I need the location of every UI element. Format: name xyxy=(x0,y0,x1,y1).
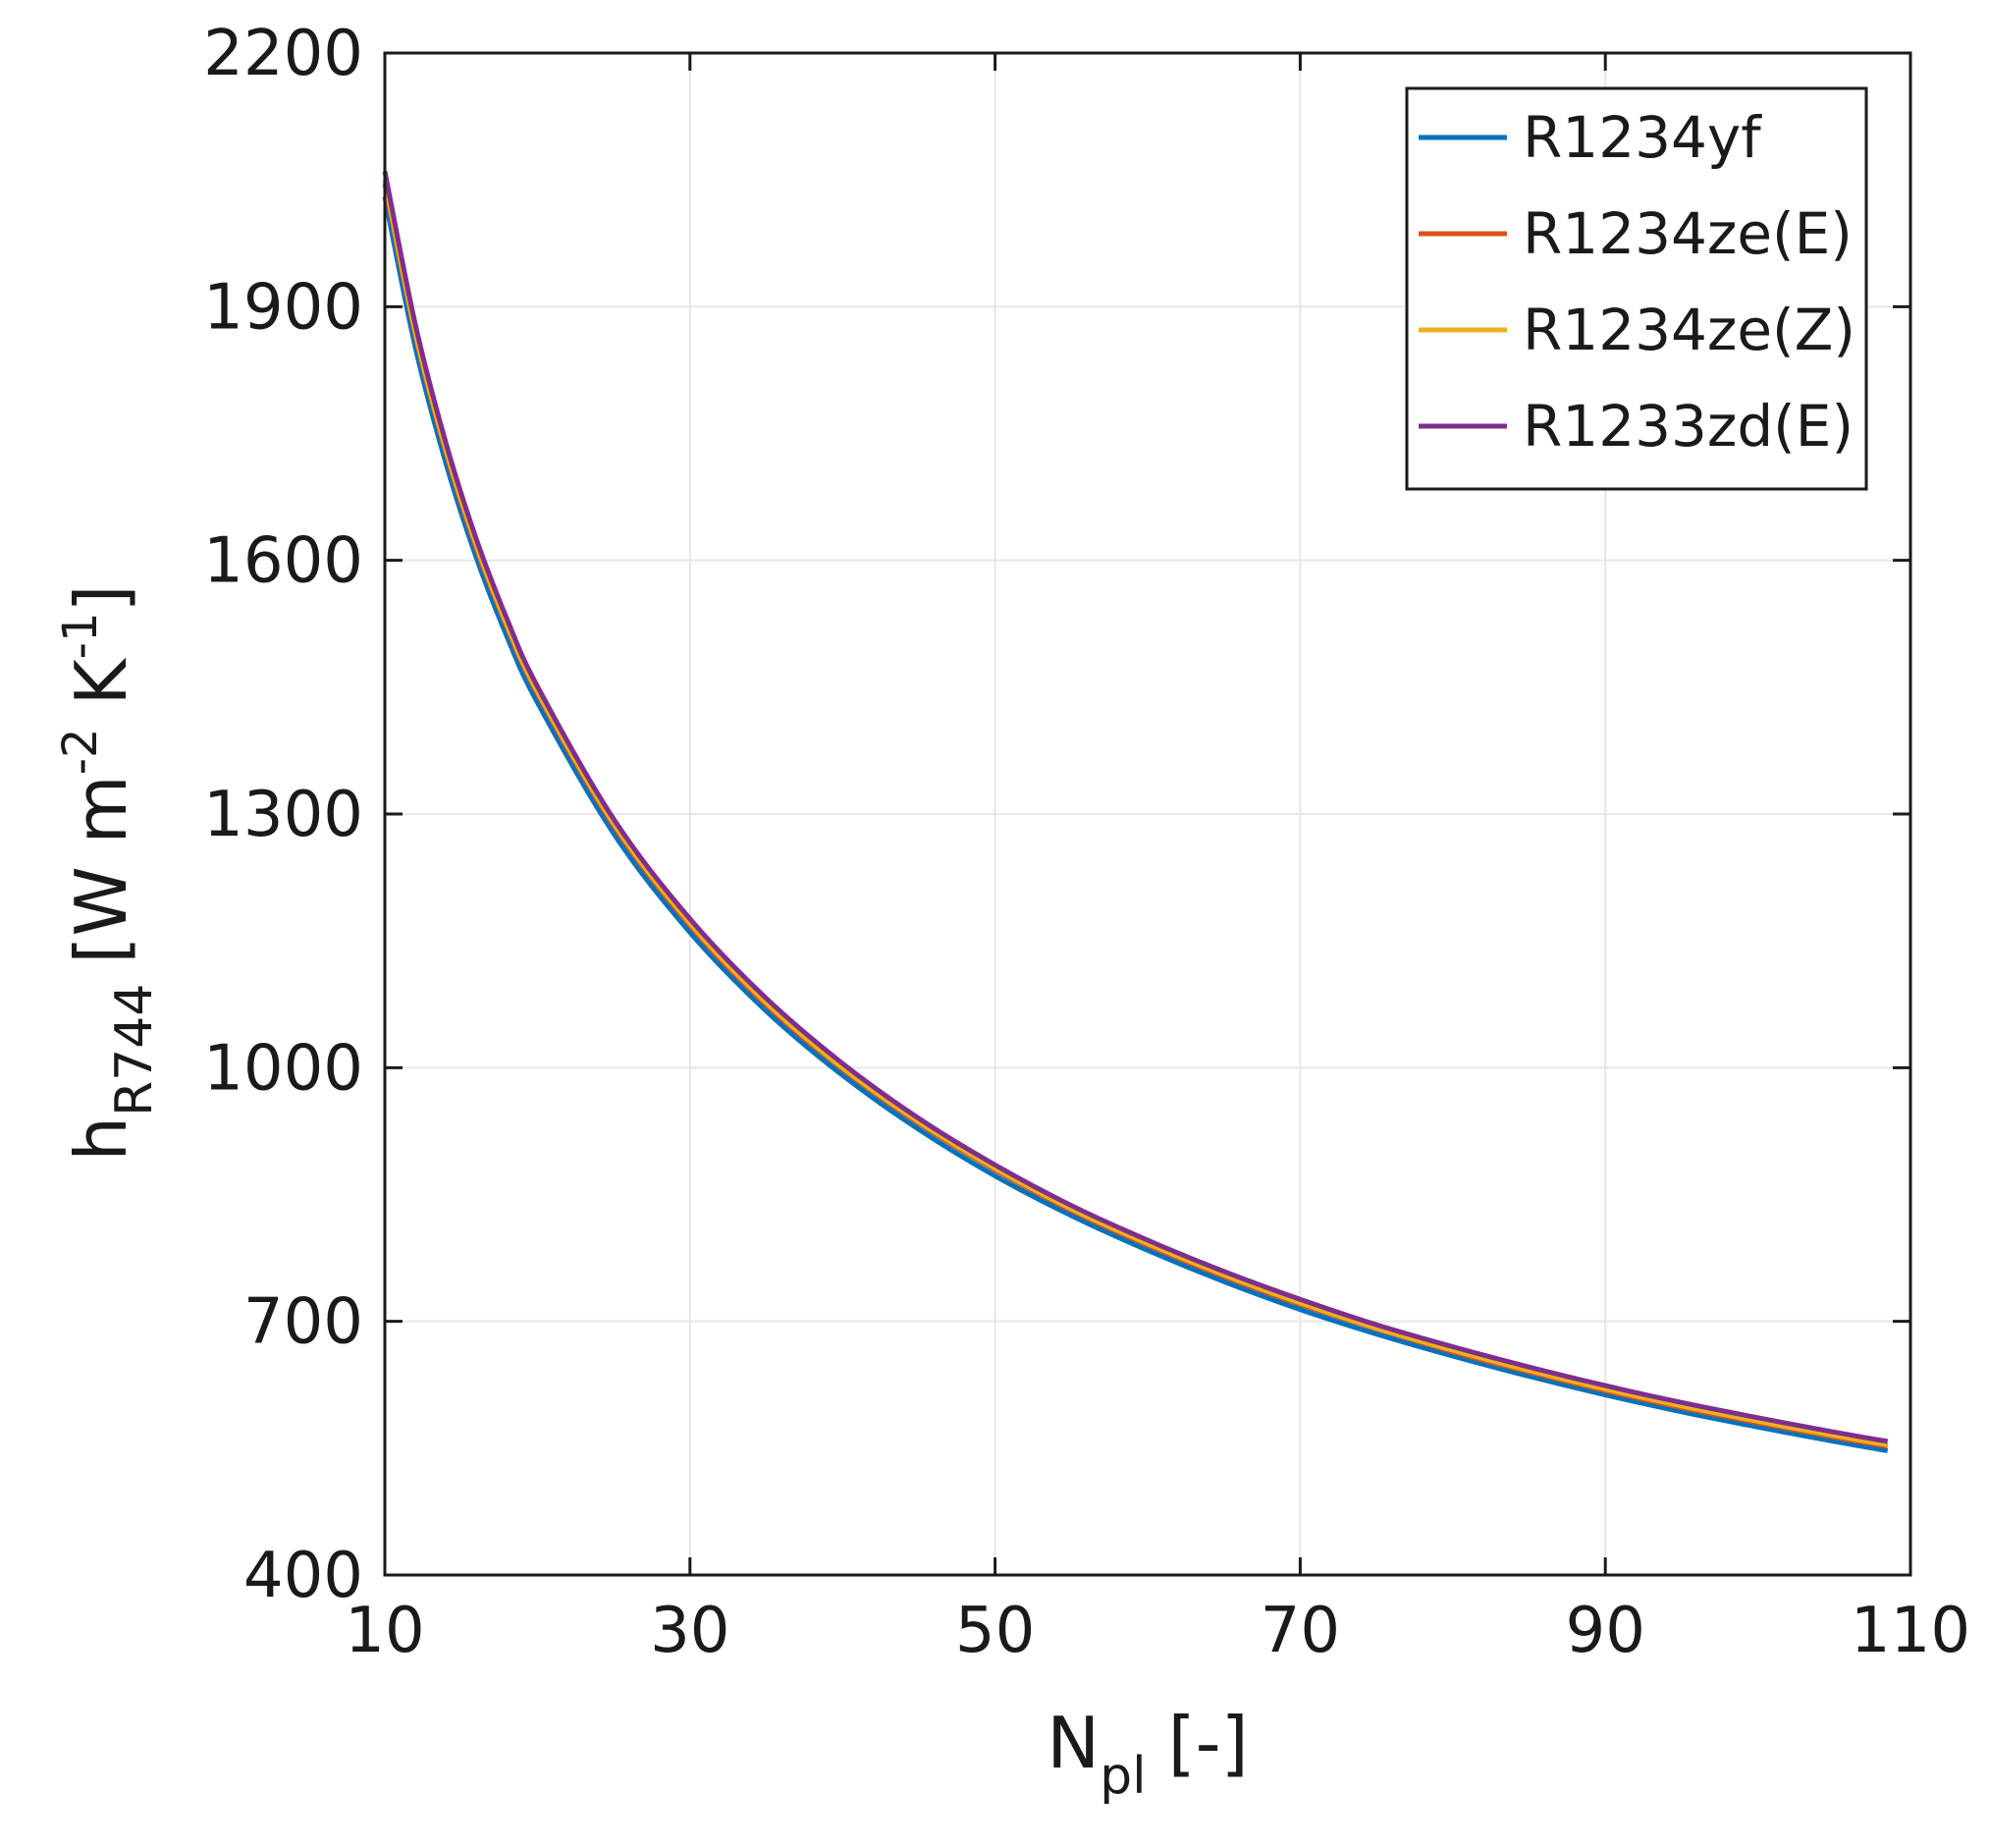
x-tick-label: 70 xyxy=(1261,1595,1340,1667)
legend-label-r1233zd-e: R1233zd(E) xyxy=(1523,393,1854,460)
y-axis-title-unit-c: ] xyxy=(60,584,142,612)
legend: R1234yf R1234ze(E) R1234ze(Z) R1233zd(E) xyxy=(1405,86,1868,491)
y-tick-label: 2200 xyxy=(203,18,363,90)
grid xyxy=(384,52,1911,1576)
y-axis-title-unit-exp-a: -2 xyxy=(53,728,108,775)
y-axis-title: hR744 [W m-2 K-1] xyxy=(53,584,164,1161)
ticks xyxy=(383,51,1912,1577)
series-line-r1233zd-e xyxy=(382,171,1889,1444)
legend-label-r1234ze-e: R1234ze(E) xyxy=(1523,200,1853,267)
x-tick-label: 30 xyxy=(650,1595,729,1667)
x-axis-title-unit: [-] xyxy=(1168,1702,1249,1784)
x-tick-label: 10 xyxy=(345,1595,424,1667)
y-tick-label: 700 xyxy=(243,1286,363,1359)
x-axis-title-main: N xyxy=(1047,1702,1100,1784)
tick-labels: 10 30 50 70 90 110 400 700 1000 1300 1600 1900 2200 xyxy=(203,18,1970,1667)
x-tick-label: 50 xyxy=(955,1595,1035,1667)
series-layer xyxy=(382,171,1889,1453)
x-axis-title: Npl [-] xyxy=(1047,1702,1249,1806)
y-tick-label: 400 xyxy=(243,1540,363,1612)
x-tick-label: 90 xyxy=(1565,1595,1644,1667)
legend-label-r1234ze-z: R1234ze(Z) xyxy=(1523,297,1855,363)
y-tick-label: 1300 xyxy=(203,779,363,851)
y-tick-label: 1600 xyxy=(203,525,363,598)
legend-label-r1234yf: R1234yf xyxy=(1523,104,1762,171)
x-axis-title-sub: pl xyxy=(1100,1747,1146,1806)
y-axis-title-unit-exp-b: -1 xyxy=(53,612,108,659)
y-axis-title-main: h xyxy=(60,1116,142,1162)
y-axis-title-sub: R744 xyxy=(105,984,164,1116)
y-axis-title-unit-a: [W m xyxy=(60,775,142,963)
series-line-r1234yf xyxy=(382,195,1889,1453)
x-tick-label: 110 xyxy=(1851,1595,1970,1667)
y-axis-title-unit-b: K xyxy=(60,658,142,729)
y-tick-label: 1900 xyxy=(203,271,363,344)
y-tick-label: 1000 xyxy=(203,1032,363,1105)
legend-box xyxy=(1405,86,1868,491)
